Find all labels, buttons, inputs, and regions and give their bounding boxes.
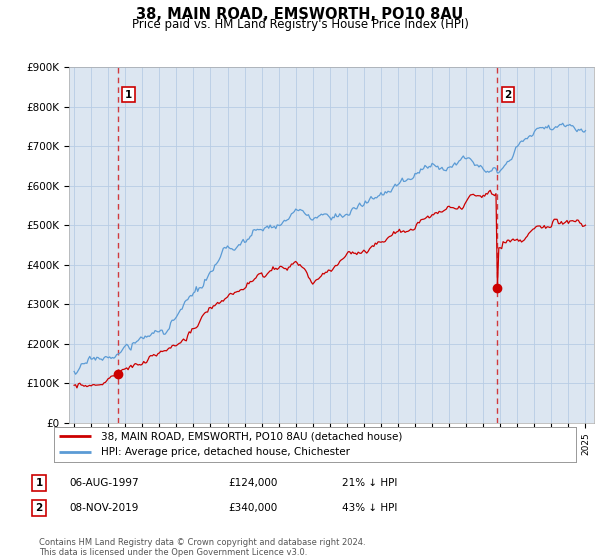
Text: 2: 2 [35, 503, 43, 513]
Text: Price paid vs. HM Land Registry's House Price Index (HPI): Price paid vs. HM Land Registry's House … [131, 18, 469, 31]
Text: 2: 2 [504, 90, 511, 100]
Text: 1: 1 [125, 90, 132, 100]
Text: 43% ↓ HPI: 43% ↓ HPI [342, 503, 397, 513]
Text: Contains HM Land Registry data © Crown copyright and database right 2024.
This d: Contains HM Land Registry data © Crown c… [39, 538, 365, 557]
Text: £340,000: £340,000 [228, 503, 277, 513]
Text: 1: 1 [35, 478, 43, 488]
Text: HPI: Average price, detached house, Chichester: HPI: Average price, detached house, Chic… [101, 447, 350, 458]
Text: 08-NOV-2019: 08-NOV-2019 [69, 503, 139, 513]
Text: 06-AUG-1997: 06-AUG-1997 [69, 478, 139, 488]
Text: £124,000: £124,000 [228, 478, 277, 488]
Text: 38, MAIN ROAD, EMSWORTH, PO10 8AU: 38, MAIN ROAD, EMSWORTH, PO10 8AU [136, 7, 464, 22]
Text: 21% ↓ HPI: 21% ↓ HPI [342, 478, 397, 488]
Text: 38, MAIN ROAD, EMSWORTH, PO10 8AU (detached house): 38, MAIN ROAD, EMSWORTH, PO10 8AU (detac… [101, 431, 403, 441]
